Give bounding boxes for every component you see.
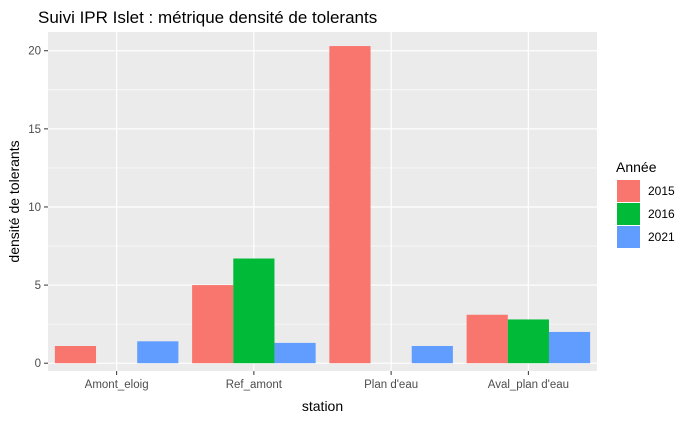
bar — [329, 46, 371, 364]
y-tick-label: 10 — [28, 202, 41, 214]
legend: Année 2015 2016 2021 — [616, 159, 675, 248]
legend-swatch — [617, 203, 640, 225]
y-axis: 0 5 10 15 20 — [28, 46, 48, 370]
bar — [233, 258, 275, 364]
bars-layer — [54, 46, 591, 364]
x-tick-label: Amont_eloig — [85, 379, 149, 391]
bar — [507, 319, 549, 364]
legend-label: 2015 — [648, 184, 675, 198]
y-tick-label: 5 — [35, 280, 41, 292]
chart-title: Suivi IPR Islet : métrique densité de to… — [38, 8, 377, 27]
legend-swatch — [617, 226, 640, 248]
x-axis-title: station — [302, 398, 343, 414]
bar — [548, 331, 591, 364]
x-tick-label: Plan d'eau — [364, 379, 418, 391]
x-axis: Amont_eloig Ref_amont Plan d'eau Aval_plan … — [85, 371, 569, 391]
bar — [466, 314, 508, 364]
y-tick-label: 20 — [28, 46, 41, 58]
bar — [411, 346, 453, 364]
plot-panel — [48, 32, 597, 371]
x-tick-label: Ref_amont — [226, 379, 283, 391]
bar — [137, 341, 179, 364]
bar — [192, 285, 234, 364]
legend-label: 2021 — [648, 230, 675, 244]
y-tick-label: 0 — [35, 358, 41, 370]
legend-title: Année — [616, 159, 657, 175]
y-axis-title: densité de tolerants — [6, 140, 22, 262]
legend-swatch — [617, 180, 640, 202]
x-tick-label: Aval_plan d'eau — [488, 379, 569, 391]
legend-label: 2016 — [648, 207, 675, 221]
bar — [54, 346, 97, 364]
y-tick-label: 15 — [28, 124, 41, 136]
bar — [274, 342, 316, 364]
